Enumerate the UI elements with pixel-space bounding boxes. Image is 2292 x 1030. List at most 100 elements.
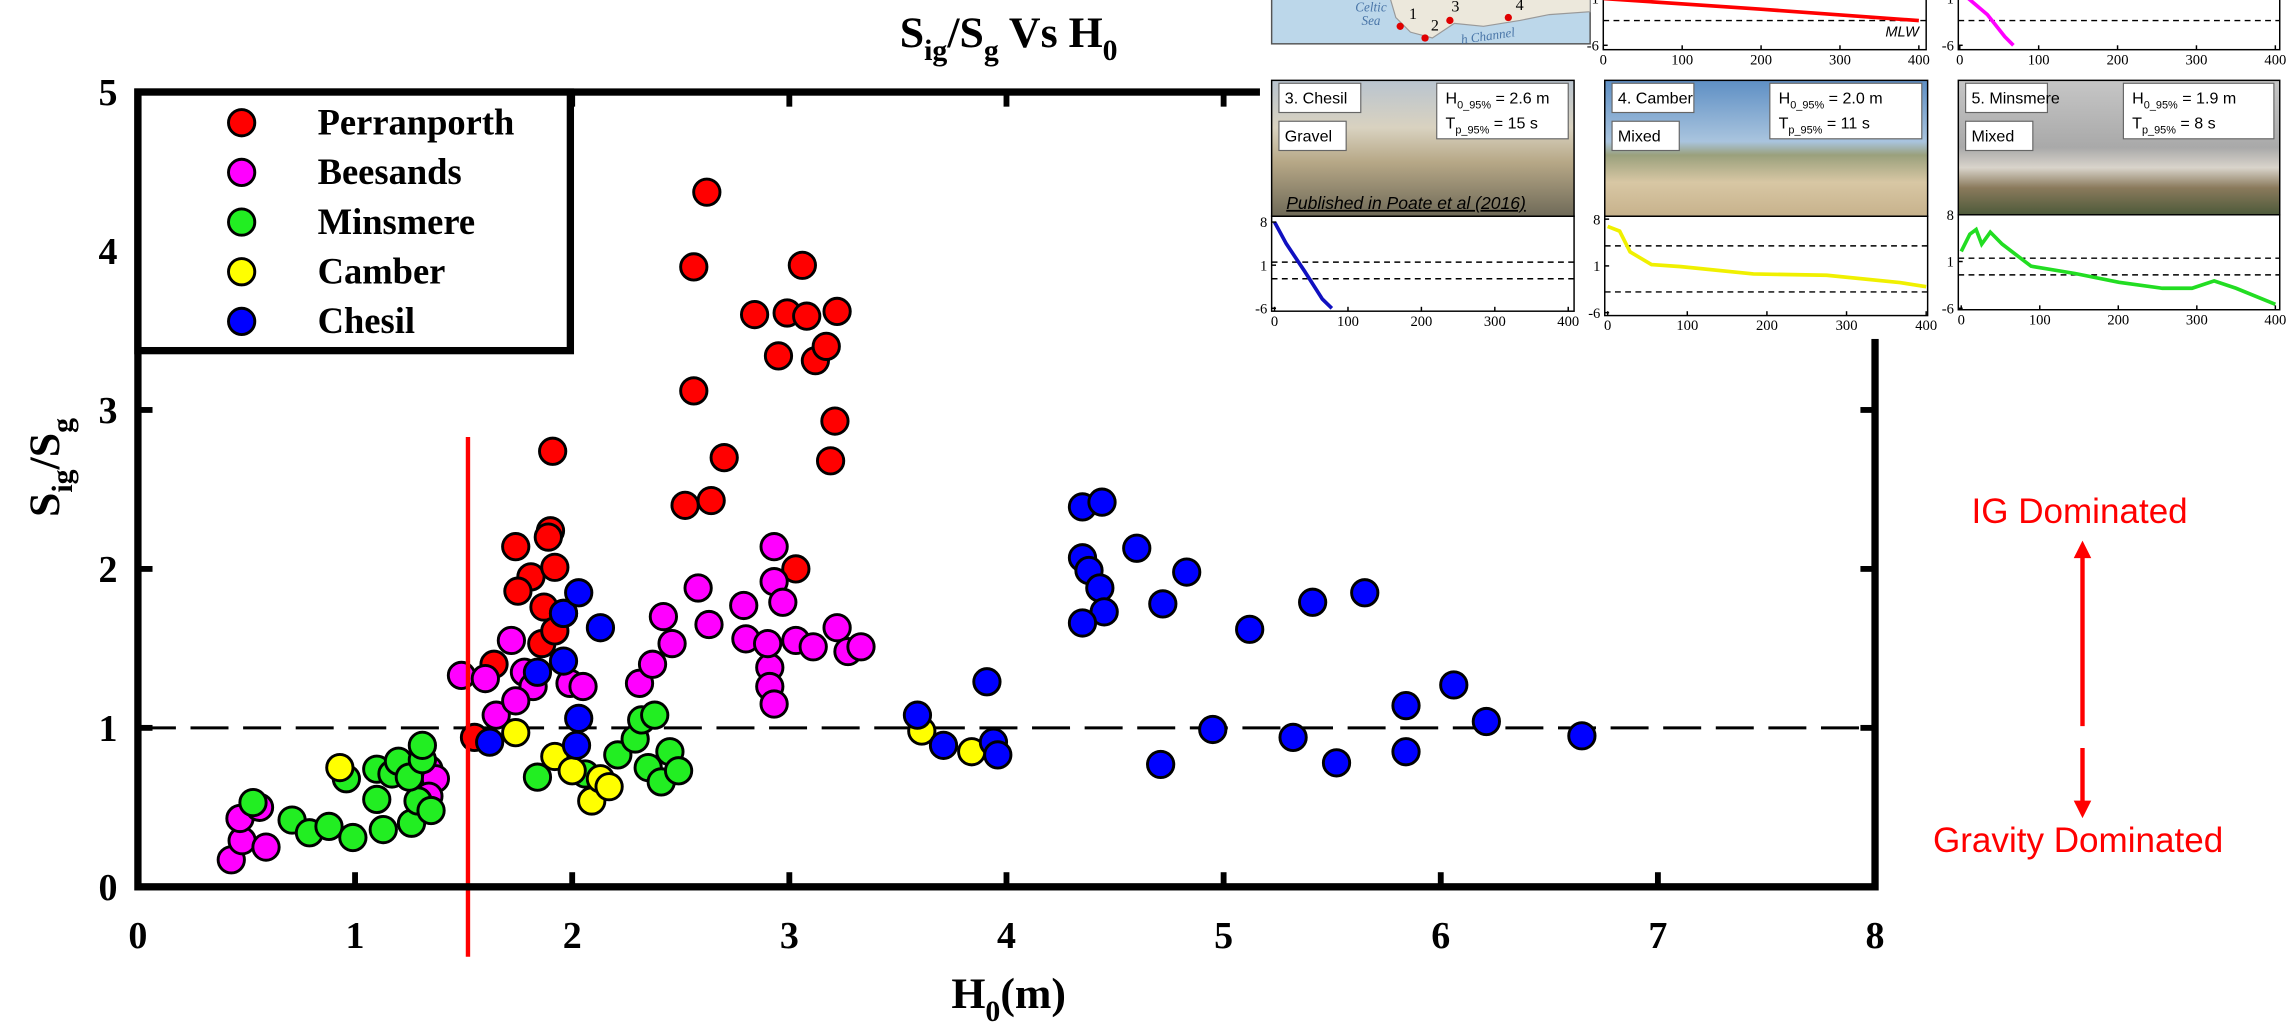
y-tick-label: 3	[98, 390, 117, 432]
legend-label: Perranporth	[318, 101, 515, 142]
inset-line	[1967, 0, 2015, 47]
map-label: 4	[1516, 0, 1524, 14]
x-tick-label: 8	[1866, 915, 1885, 957]
point	[902, 700, 933, 730]
point	[663, 756, 694, 786]
inset-x-tick-label: 100	[2029, 312, 2051, 328]
point	[1391, 737, 1421, 767]
text-part: = 1.9 m	[2178, 90, 2236, 108]
wave-height: H0_95% = 1.9 m	[2132, 90, 2236, 112]
inset-x-tick-label: 0	[1958, 312, 1965, 328]
wave-period: Tp_95% = 11 s	[1779, 115, 1870, 137]
inset: 0 100 200 300 400 8 1 -6 4. Camber Mixed H0_95% = …	[1588, 79, 1937, 334]
map-label: Sea	[1362, 13, 1381, 28]
text-part: = 15 s	[1489, 115, 1538, 133]
inset-annotation: MLW	[1885, 25, 1920, 41]
point	[1087, 487, 1117, 517]
inset-x-tick-label: 400	[1915, 318, 1937, 334]
map-label: h Channel	[1460, 24, 1516, 46]
inset: 0 100 200 300 400 8 1 -6 5. Minsmere Mixed H0_95% …	[1942, 79, 2286, 328]
inset-x-tick-label: 100	[1671, 52, 1693, 68]
text-part: ig	[46, 469, 79, 492]
annotation: Gravity Dominated	[1933, 821, 2223, 860]
text-part: = 2.0 m	[1824, 90, 1882, 108]
inset: 0 100 200 300 400 1 -6	[1942, 0, 2286, 68]
point	[792, 301, 822, 331]
point	[1391, 691, 1421, 721]
point	[822, 296, 852, 327]
y-axis-label: Sig/Sg	[21, 418, 79, 517]
point	[594, 772, 624, 802]
point	[533, 522, 563, 552]
point	[692, 177, 722, 207]
inset-x-tick-label: 200	[1750, 52, 1772, 68]
text-part: /S	[946, 9, 984, 57]
point	[1235, 614, 1265, 644]
legend-label: Beesands	[318, 151, 462, 192]
label-box	[1611, 120, 1680, 152]
point	[251, 832, 281, 862]
map-label: 1	[1409, 6, 1417, 23]
inset-x-tick-label: 0	[1600, 52, 1607, 68]
text-part: 0_95%	[1457, 100, 1491, 112]
point	[694, 609, 724, 640]
label-box	[1611, 82, 1695, 114]
point	[1146, 749, 1176, 780]
inset-x-tick-label: 300	[1484, 314, 1506, 330]
point	[637, 649, 668, 679]
sediment-label: Mixed	[1971, 128, 2014, 146]
point	[362, 784, 392, 815]
text-part: g	[46, 418, 79, 433]
inset-x-tick-label: 100	[2028, 52, 2050, 68]
point	[763, 341, 794, 371]
text-part: H	[2132, 90, 2144, 108]
point	[325, 752, 355, 783]
point	[416, 795, 446, 826]
point	[781, 554, 811, 584]
point	[759, 689, 789, 719]
inset-x-tick-label: 400	[2264, 52, 2286, 68]
point	[768, 587, 798, 617]
inset-plot-area	[1957, 214, 2281, 311]
inset-y-tick-label: 8	[1593, 212, 1600, 228]
point	[1439, 670, 1469, 700]
annotation: IG Dominated	[1971, 492, 2187, 531]
wave-period: Tp_95% = 8 s	[2132, 115, 2216, 137]
x-tick-label: 1	[346, 915, 365, 957]
point	[501, 686, 531, 716]
sediment-label: Gravel	[1285, 128, 1332, 146]
inset-y-tick-label: -6	[1942, 38, 1954, 54]
point	[640, 700, 670, 730]
x-tick-label: 0	[128, 915, 147, 957]
legend-marker	[227, 207, 257, 237]
point	[679, 376, 709, 406]
point	[820, 406, 850, 436]
legend-box	[134, 88, 575, 355]
inset-x-tick-label: 0	[1956, 52, 1963, 68]
label-box	[1769, 82, 1923, 140]
chart-title: Sig/Sg Vs H0	[900, 9, 1118, 67]
point	[1148, 589, 1178, 619]
inset-x-tick-label: 400	[1908, 52, 1930, 68]
point	[983, 740, 1013, 770]
map-land	[1390, 0, 1591, 39]
point	[540, 552, 570, 582]
point	[759, 532, 789, 562]
point	[683, 573, 713, 603]
point	[446, 660, 477, 691]
point	[648, 601, 679, 632]
map-label: 2	[1431, 18, 1439, 35]
text-part: = 8 s	[2176, 115, 2216, 133]
inset-y-tick-label: 1	[1592, 0, 1599, 8]
legend-label: Chesil	[318, 300, 415, 341]
inset-x-tick-label: 400	[2264, 312, 2286, 328]
point	[846, 632, 876, 662]
text-part: T	[1779, 115, 1789, 133]
point	[1278, 722, 1308, 753]
inset-x-tick-label: 300	[1829, 52, 1851, 68]
point	[679, 252, 709, 282]
text-part: = 2.6 m	[1491, 90, 1549, 108]
inset-y-tick-label: -6	[1942, 301, 1954, 317]
point	[522, 657, 553, 687]
